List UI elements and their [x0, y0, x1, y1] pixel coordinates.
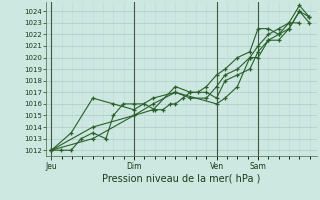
X-axis label: Pression niveau de la mer( hPa ): Pression niveau de la mer( hPa ) [102, 173, 261, 183]
